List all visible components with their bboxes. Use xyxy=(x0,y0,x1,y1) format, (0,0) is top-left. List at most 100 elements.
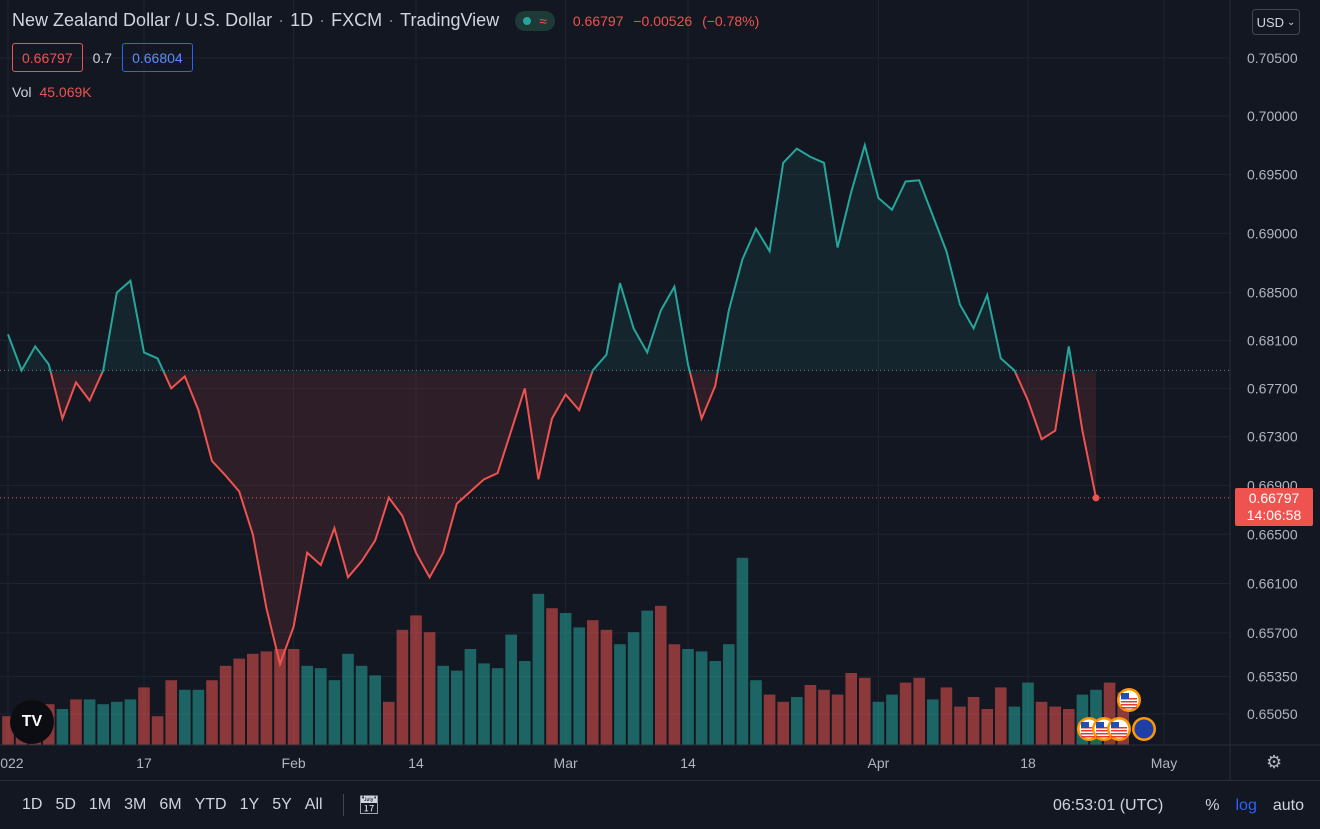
range-5d-button[interactable]: 5D xyxy=(55,796,76,813)
range-ytd-button[interactable]: YTD xyxy=(194,796,227,813)
volume-bar xyxy=(641,610,653,745)
logo-text: TV xyxy=(21,713,43,730)
volume-bar xyxy=(668,644,681,745)
volume-bar xyxy=(151,716,164,745)
volume-bar xyxy=(791,697,803,745)
volume-bar xyxy=(573,627,585,745)
volume-bar xyxy=(219,665,232,745)
price-tick-label: 0.68100 xyxy=(1247,332,1298,348)
calendar-range-icon[interactable]: 📅︎ xyxy=(357,794,381,815)
volume-bar xyxy=(165,680,177,745)
area-above-baseline xyxy=(8,145,1096,373)
auto-scale-button[interactable]: auto xyxy=(1272,796,1304,814)
volume-bar xyxy=(396,629,409,745)
price-tick-label: 0.65050 xyxy=(1247,706,1298,722)
flag-canton xyxy=(1096,722,1104,728)
volume-bar xyxy=(437,665,449,745)
flag-stripe xyxy=(1096,733,1112,735)
flag-stripe xyxy=(1096,736,1112,738)
delayed-data-icon: ≈ xyxy=(539,12,547,29)
flag-stripe xyxy=(1111,730,1127,732)
currency-dropdown[interactable]: USD ⌄ xyxy=(1252,9,1300,35)
volume-bar xyxy=(695,651,708,745)
buy-price-button[interactable]: 0.66804 xyxy=(122,43,193,72)
volume-bar xyxy=(179,689,191,745)
economic-event-flag-icon[interactable] xyxy=(1107,717,1131,741)
price-tick-label: 0.67300 xyxy=(1247,429,1298,445)
volume-bar xyxy=(627,632,640,745)
time-axis[interactable]: 2022 17 Feb 14 Mar 14 Apr 18 May xyxy=(0,744,1320,771)
volume-bar xyxy=(1022,682,1034,745)
bar-countdown: 14:06:58 xyxy=(1246,506,1302,523)
volume-bar xyxy=(464,649,477,745)
flag-stripe xyxy=(1121,707,1137,709)
volume-bar xyxy=(410,615,422,745)
range-1m-button[interactable]: 1M xyxy=(88,796,112,813)
price-tick-label: 0.65700 xyxy=(1247,625,1298,641)
volume-bar xyxy=(355,665,368,745)
area-below-baseline xyxy=(50,373,1096,664)
volume-bar xyxy=(763,694,776,745)
flag-stripe xyxy=(1111,736,1127,738)
volume-bar xyxy=(97,704,109,745)
time-tick-label: Mar xyxy=(554,755,578,771)
volume-bar xyxy=(913,677,925,745)
price-line xyxy=(7,141,1097,668)
sell-price-button[interactable]: 0.66797 xyxy=(12,43,83,72)
volume-bar xyxy=(519,661,531,745)
price-tick-label: 0.69000 xyxy=(1247,225,1298,241)
exchange-label: FXCM xyxy=(331,10,383,30)
volume-bar xyxy=(111,701,123,745)
symbol-name[interactable]: New Zealand Dollar / U.S. Dollar xyxy=(12,10,273,30)
source-label: TradingView xyxy=(400,10,500,30)
volume-bar xyxy=(872,701,885,745)
volume-bar xyxy=(369,675,381,745)
last-price-value: 0.66797 xyxy=(1248,489,1300,506)
time-tick-label: Feb xyxy=(282,755,306,771)
economic-event-flag-icon[interactable] xyxy=(1117,688,1141,712)
range-1d-button[interactable]: 1D xyxy=(22,796,43,813)
economic-event-eu-icon xyxy=(1132,717,1156,741)
volume-bar xyxy=(451,670,463,745)
market-status-pill[interactable]: ≈ xyxy=(515,10,555,31)
volume-bar xyxy=(995,687,1007,745)
price-tick-label: 0.66500 xyxy=(1247,526,1298,542)
last-price: 0.66797 xyxy=(572,12,624,29)
volume-bar xyxy=(1090,689,1102,745)
tradingview-logo[interactable]: TV xyxy=(10,700,54,744)
flag-stripe xyxy=(1096,730,1112,732)
volume-bar xyxy=(954,706,966,745)
event-badge-face xyxy=(1134,719,1154,739)
volume-bar xyxy=(301,665,313,745)
separator-dot: · xyxy=(278,10,285,30)
range-all-button[interactable]: All xyxy=(304,796,323,813)
volume-bar xyxy=(1103,682,1116,745)
price-tick-label: 0.68500 xyxy=(1247,285,1298,301)
economic-events[interactable] xyxy=(1077,688,1156,741)
flag-canton xyxy=(1121,693,1129,699)
time-tick-label: Apr xyxy=(868,755,890,771)
volume-legend[interactable]: Vol 45.069K xyxy=(12,84,92,100)
volume-bar xyxy=(940,687,953,745)
separator-dot: · xyxy=(319,10,326,30)
time-tick-label: 14 xyxy=(408,755,424,771)
range-1y-button[interactable]: 1Y xyxy=(239,796,260,813)
volume-bar xyxy=(723,644,735,745)
log-scale-button[interactable]: log xyxy=(1235,796,1257,814)
utc-clock[interactable]: 06:53:01 (UTC) xyxy=(1053,796,1164,814)
range-5y-button[interactable]: 5Y xyxy=(272,796,292,813)
volume-bar xyxy=(491,668,504,745)
price-tick-label: 0.69500 xyxy=(1247,166,1298,182)
spread-value: 0.7 xyxy=(92,49,113,66)
interval-label[interactable]: 1D xyxy=(290,10,314,30)
price-axis[interactable]: 0.70500 0.70000 0.69500 0.69000 0.68500 0.681… xyxy=(1229,0,1320,780)
range-6m-button[interactable]: 6M xyxy=(159,796,182,813)
range-3m-button[interactable]: 3M xyxy=(124,796,147,813)
volume-bar xyxy=(614,644,626,745)
percent-scale-button[interactable]: % xyxy=(1205,796,1220,814)
symbol-legend[interactable]: New Zealand Dollar / U.S. Dollar · 1D · … xyxy=(12,10,765,31)
volume-bar xyxy=(206,680,218,745)
settings-gear-icon[interactable]: ⚙ xyxy=(1266,752,1283,772)
price-line-above xyxy=(7,141,1075,373)
